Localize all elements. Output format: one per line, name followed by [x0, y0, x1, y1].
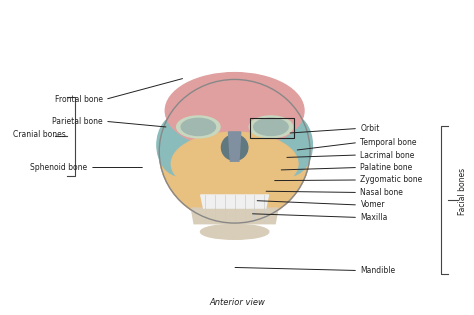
Text: Sphenoid bone: Sphenoid bone	[30, 163, 88, 172]
Polygon shape	[191, 208, 278, 224]
Text: Maxilla: Maxilla	[360, 213, 388, 222]
Ellipse shape	[171, 132, 298, 195]
Text: Temporal bone: Temporal bone	[360, 138, 417, 147]
Text: Mandible: Mandible	[360, 266, 396, 275]
Ellipse shape	[157, 114, 204, 176]
Ellipse shape	[254, 118, 288, 135]
Text: Facial bones: Facial bones	[458, 168, 467, 215]
Bar	[250, 118, 293, 138]
Text: Vomer: Vomer	[360, 200, 385, 209]
Text: Lacrimal bone: Lacrimal bone	[360, 151, 415, 159]
Ellipse shape	[165, 72, 304, 149]
Ellipse shape	[221, 135, 248, 160]
Text: Orbit: Orbit	[360, 124, 380, 133]
Text: Frontal bone: Frontal bone	[55, 95, 103, 104]
Ellipse shape	[159, 79, 310, 223]
Text: Nasal bone: Nasal bone	[360, 188, 403, 197]
Polygon shape	[159, 151, 310, 223]
Polygon shape	[228, 132, 241, 161]
Text: Anterior view: Anterior view	[209, 298, 265, 307]
Text: Parietal bone: Parietal bone	[52, 117, 103, 126]
Text: Palatine bone: Palatine bone	[360, 163, 413, 172]
Ellipse shape	[201, 224, 269, 239]
Ellipse shape	[195, 115, 246, 141]
Polygon shape	[201, 195, 269, 208]
Ellipse shape	[177, 116, 220, 138]
Ellipse shape	[249, 116, 292, 138]
Text: Cranial bones: Cranial bones	[13, 129, 66, 139]
Ellipse shape	[265, 114, 312, 176]
Text: Zygomatic bone: Zygomatic bone	[360, 175, 423, 185]
Ellipse shape	[181, 118, 216, 135]
